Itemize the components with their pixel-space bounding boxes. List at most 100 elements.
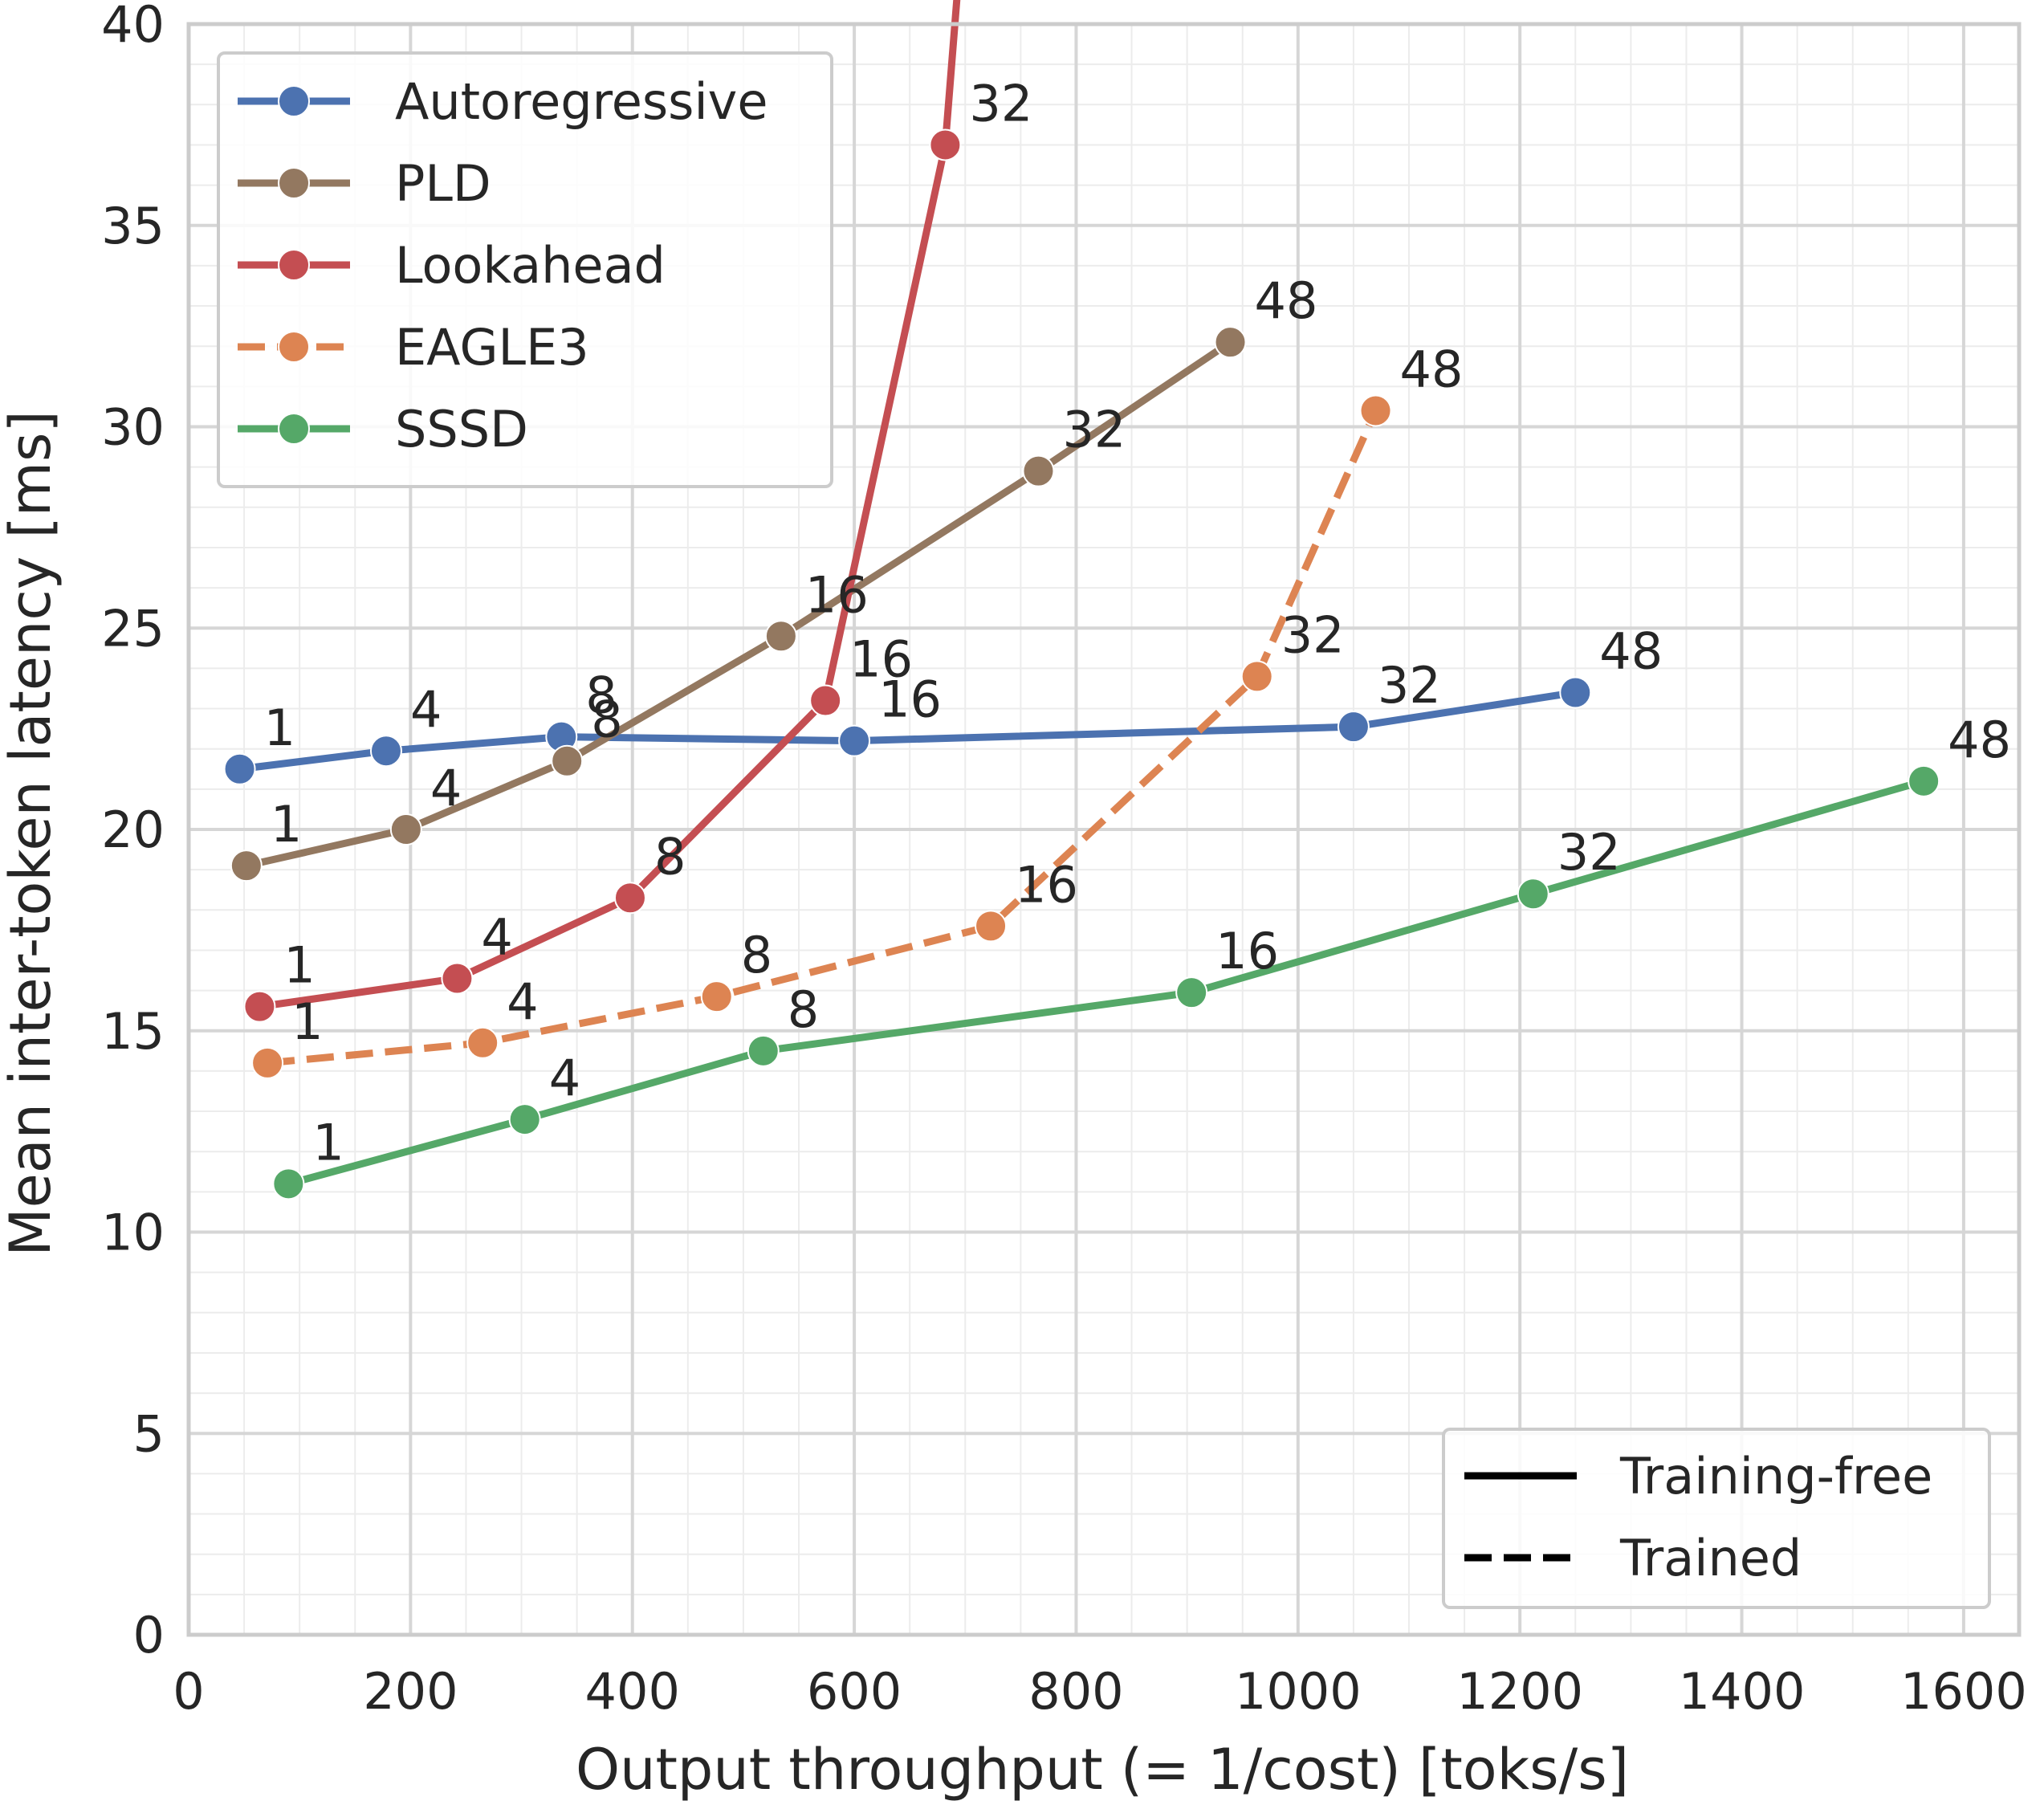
data-label-sssd: 16 <box>1215 922 1279 980</box>
data-label-pld: 16 <box>805 565 869 624</box>
data-point-autoregressive <box>1559 676 1592 709</box>
data-label-pld: 4 <box>430 759 462 817</box>
data-point-sssd <box>1908 764 1940 797</box>
data-point-pld <box>764 620 797 653</box>
data-label-lookahead: 16 <box>849 630 913 689</box>
data-point-eagle3 <box>466 1026 499 1059</box>
y-axis-label: Mean inter-token latency [ms] <box>0 410 63 1257</box>
y-tick-label: 40 <box>101 0 165 54</box>
data-label-pld: 1 <box>271 795 302 854</box>
plot-frame <box>186 22 2022 1637</box>
x-tick-label: 0 <box>173 1662 204 1721</box>
series-layer <box>223 0 1940 1200</box>
y-tick-label: 15 <box>101 1002 165 1061</box>
x-tick-label: 1200 <box>1456 1662 1583 1721</box>
style-legend-label-dashed: Trained <box>1619 1529 1802 1587</box>
data-point-eagle3 <box>251 1046 284 1079</box>
data-label-autoregressive: 48 <box>1599 621 1663 680</box>
data-point-pld <box>389 813 422 845</box>
legend-marker-sssd <box>278 413 310 445</box>
data-point-pld <box>1214 326 1247 359</box>
data-point-autoregressive <box>369 735 402 768</box>
x-tick-label: 600 <box>807 1662 902 1721</box>
x-tick-label: 800 <box>1028 1662 1123 1721</box>
data-point-sssd <box>1175 976 1208 1009</box>
data-label-pld: 48 <box>1255 271 1318 330</box>
x-tick-labels: 0 200 400 600 800 1000 1200 1400 1600 <box>173 1662 2027 1721</box>
y-tick-label: 30 <box>101 398 165 457</box>
data-label-pld: 32 <box>1062 401 1126 459</box>
data-point-lookahead <box>929 128 962 161</box>
data-point-pld <box>551 744 584 777</box>
x-tick-label: 1600 <box>1900 1662 2027 1721</box>
x-axis-label: Output throughput (= 1/cost) [toks/s] <box>576 1737 1629 1803</box>
data-label-autoregressive: 8 <box>585 666 617 725</box>
series-line-lookahead <box>255 0 961 1011</box>
data-label-lookahead: 1 <box>283 936 315 995</box>
series-legend: Autoregressive PLD Lookahead EAGLE3 SSSD <box>217 51 833 488</box>
legend-label-autoregressive: Autoregressive <box>395 72 768 131</box>
legend-label-pld: PLD <box>395 154 491 213</box>
data-point-eagle3 <box>1240 660 1273 693</box>
data-label-autoregressive: 32 <box>1378 656 1441 715</box>
data-label-autoregressive: 1 <box>264 699 295 757</box>
data-label-lookahead: 32 <box>969 74 1032 132</box>
x-tick-label: 1000 <box>1235 1662 1362 1721</box>
legend-box <box>217 51 833 488</box>
data-point-autoregressive <box>223 752 256 785</box>
data-label-autoregressive: 16 <box>878 670 942 729</box>
data-point-eagle3 <box>700 980 733 1013</box>
series-line-sssd <box>284 777 1928 1188</box>
data-label-pld: 8 <box>591 691 622 749</box>
data-label-sssd: 48 <box>1948 711 2011 769</box>
data-point-eagle3 <box>975 910 1008 943</box>
data-label-lookahead: 4 <box>481 908 512 967</box>
data-point-lookahead <box>613 882 646 915</box>
data-label-sssd: 1 <box>312 1113 344 1171</box>
data-point-eagle3 <box>1359 394 1392 427</box>
data-label-eagle3: 48 <box>1400 340 1464 398</box>
y-tick-label: 5 <box>133 1404 165 1463</box>
style-legend: Training-free Trained <box>1442 1428 1991 1609</box>
data-point-lookahead <box>809 684 842 717</box>
legend-label-lookahead: Lookahead <box>395 236 666 295</box>
data-label-eagle3: 16 <box>1015 855 1078 914</box>
series-line-eagle3 <box>267 409 1379 1067</box>
data-label-eagle3: 1 <box>291 992 323 1051</box>
style-legend-box <box>1442 1428 1991 1609</box>
series-line-autoregressive <box>236 688 1579 773</box>
y-tick-labels: 0 5 10 15 20 25 30 35 40 <box>101 0 165 1664</box>
data-point-autoregressive <box>1337 711 1370 744</box>
data-point-sssd <box>747 1034 780 1067</box>
x-tick-label: 200 <box>363 1662 458 1721</box>
legend-marker-pld <box>278 167 310 199</box>
data-point-pld <box>1022 454 1055 487</box>
data-label-autoregressive: 4 <box>410 680 442 739</box>
data-label-eagle3: 4 <box>507 972 538 1031</box>
data-label-sssd: 32 <box>1557 823 1621 882</box>
data-label-eagle3: 32 <box>1281 605 1345 664</box>
legend-marker-autoregressive <box>278 85 310 117</box>
y-tick-label: 10 <box>101 1204 165 1262</box>
y-tick-label: 25 <box>101 599 165 658</box>
series-line-pld <box>242 338 1235 870</box>
y-tick-label: 0 <box>133 1606 165 1664</box>
y-tick-label: 35 <box>101 197 165 255</box>
data-point-sssd <box>508 1103 541 1136</box>
data-point-autoregressive <box>838 724 871 757</box>
legend-label-sssd: SSSD <box>395 400 528 458</box>
legend-marker-eagle3 <box>278 331 310 363</box>
legend-marker-lookahead <box>278 249 310 281</box>
x-tick-label: 1400 <box>1679 1662 1806 1721</box>
data-point-lookahead <box>243 990 276 1023</box>
data-label-lookahead: 8 <box>654 827 686 886</box>
legend-label-eagle3: EAGLE3 <box>395 318 589 377</box>
y-tick-label: 20 <box>101 801 165 859</box>
data-label-eagle3: 8 <box>741 926 772 984</box>
data-point-sssd <box>1517 878 1549 911</box>
style-legend-label-solid: Training-free <box>1619 1447 1932 1506</box>
data-label-sssd: 8 <box>788 980 819 1039</box>
data-point-pld <box>230 850 263 882</box>
